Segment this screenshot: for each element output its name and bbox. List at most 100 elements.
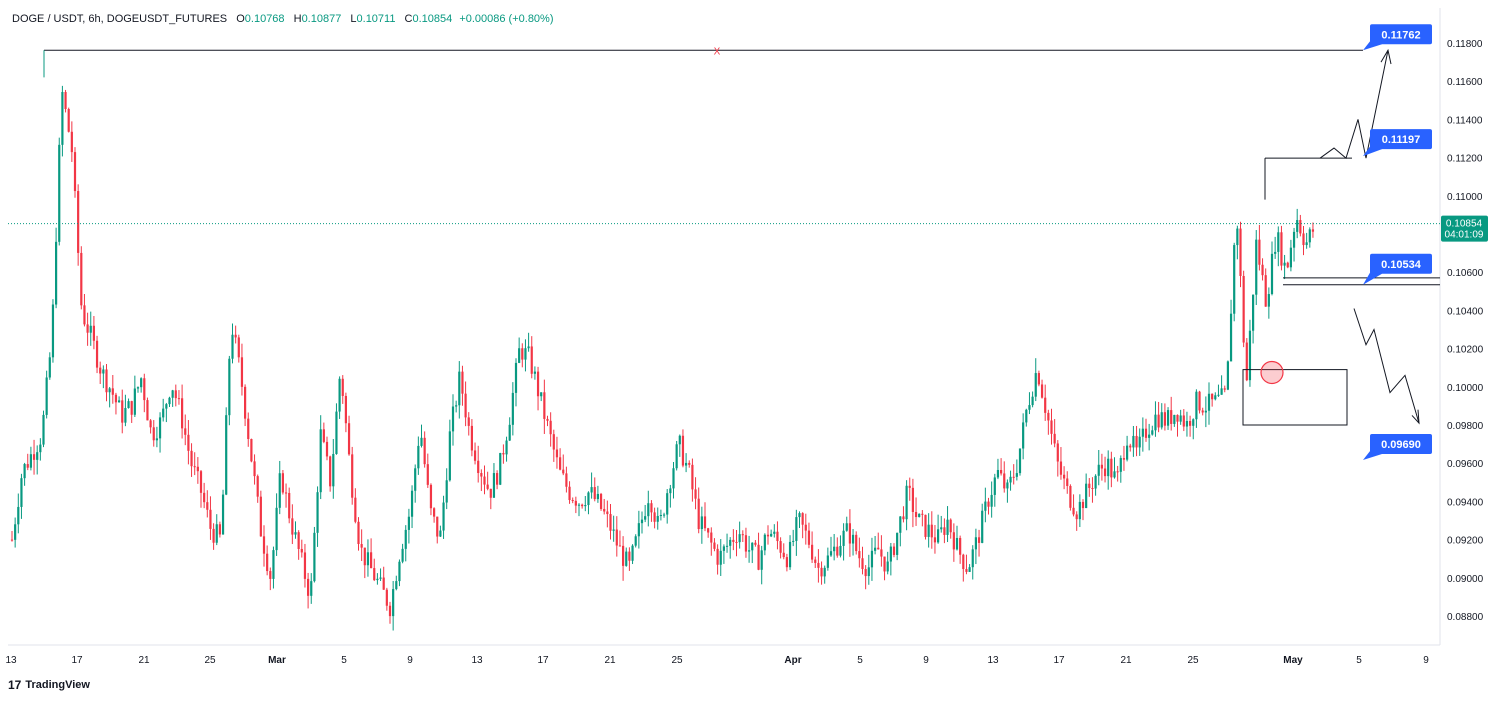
candle-body — [439, 530, 442, 537]
candle-body — [64, 92, 67, 110]
candle-body — [1261, 264, 1264, 276]
candle-body — [584, 505, 587, 507]
candle-body — [347, 423, 351, 455]
candle-body — [23, 464, 26, 479]
candle-body — [725, 545, 729, 547]
candle-body — [634, 536, 637, 546]
candle-body — [1015, 473, 1018, 477]
candle-body — [1113, 471, 1116, 478]
candle-body — [587, 492, 590, 506]
candle-body — [678, 435, 681, 445]
candle-body — [562, 469, 565, 474]
candle-body — [1277, 232, 1280, 252]
candle-body — [152, 427, 155, 441]
candle-body — [136, 387, 140, 389]
candle-body — [319, 429, 322, 493]
candle-body — [1274, 251, 1277, 254]
candle-body — [1214, 395, 1217, 400]
candle-body — [291, 518, 294, 535]
candle-body — [1012, 476, 1015, 478]
x-tick-label: 17 — [537, 655, 549, 666]
candle-body — [376, 578, 379, 581]
candle-body — [653, 512, 656, 522]
candle-body — [1255, 239, 1258, 295]
x-tick-label: 17 — [1053, 655, 1065, 666]
candle-body — [70, 131, 73, 153]
candle-body — [162, 408, 165, 418]
candle-body — [382, 577, 385, 590]
candle-body — [492, 473, 496, 498]
candle-body — [363, 547, 366, 566]
candle-body — [549, 420, 552, 435]
level-callout-label: 0.10534 — [1381, 259, 1422, 271]
candle-body — [1094, 475, 1097, 489]
candle-body — [36, 452, 39, 460]
candle-body — [385, 589, 388, 606]
candle-body — [1151, 430, 1154, 435]
candle-body — [540, 392, 543, 397]
candle-body — [785, 557, 788, 568]
candle-body — [615, 529, 618, 546]
candle-body — [940, 527, 943, 530]
candle-body — [253, 461, 256, 477]
candle-body — [990, 494, 993, 507]
candle-body — [1056, 443, 1059, 462]
candle-body — [259, 496, 262, 537]
candle-body — [329, 456, 332, 487]
candle-body — [754, 542, 757, 545]
candle-body — [42, 414, 45, 445]
candle-body — [275, 507, 278, 551]
candle-body — [1223, 388, 1226, 390]
candle-body — [461, 371, 464, 394]
candle-body — [889, 546, 892, 562]
candle-body — [949, 519, 952, 533]
tradingview-brand[interactable]: 17 TradingView — [8, 678, 90, 692]
candle-body — [395, 581, 398, 590]
candle-body — [143, 378, 146, 401]
candle-body — [552, 434, 555, 450]
x-tick-label: 21 — [1120, 655, 1132, 666]
candle-body — [788, 541, 792, 568]
x-marker: X — [714, 46, 721, 57]
candle-body — [943, 527, 946, 535]
candle-body — [722, 546, 725, 551]
candle-body — [240, 357, 244, 387]
x-tick-label: 13 — [471, 655, 483, 666]
candle-body — [921, 513, 924, 515]
bearish-projection-path — [1353, 308, 1420, 424]
candle-body — [955, 537, 959, 550]
candle-body — [190, 450, 193, 467]
candle-body — [801, 513, 804, 525]
candle-body — [272, 550, 275, 579]
candle-body — [338, 378, 341, 412]
candle-body — [433, 508, 436, 517]
last-price-value: 0.10854 — [1446, 219, 1483, 230]
candle-body — [817, 562, 820, 568]
candle-body — [760, 550, 763, 570]
candle-body — [880, 549, 883, 557]
candle-body — [288, 492, 291, 519]
candle-body — [599, 493, 603, 509]
candle-body — [77, 191, 80, 253]
y-tick-label: 0.09800 — [1447, 421, 1484, 432]
candle-body — [581, 504, 584, 507]
candle-body — [218, 524, 221, 535]
candle-body — [1170, 410, 1173, 424]
candle-body — [625, 551, 628, 566]
candle-body — [118, 400, 121, 403]
candle-body — [886, 561, 889, 572]
candle-body — [1141, 428, 1144, 437]
candle-body — [829, 551, 833, 556]
level-callout-label: 0.11762 — [1381, 29, 1420, 41]
candle-body — [303, 552, 307, 579]
candle-body — [1173, 414, 1176, 424]
candle-body — [1220, 388, 1223, 395]
candle-body — [782, 552, 785, 558]
candle-body — [1119, 458, 1122, 472]
candle-body — [1233, 245, 1236, 314]
candle-body — [442, 502, 445, 531]
x-tick-label: 9 — [1423, 655, 1429, 666]
candle-body — [357, 521, 360, 545]
